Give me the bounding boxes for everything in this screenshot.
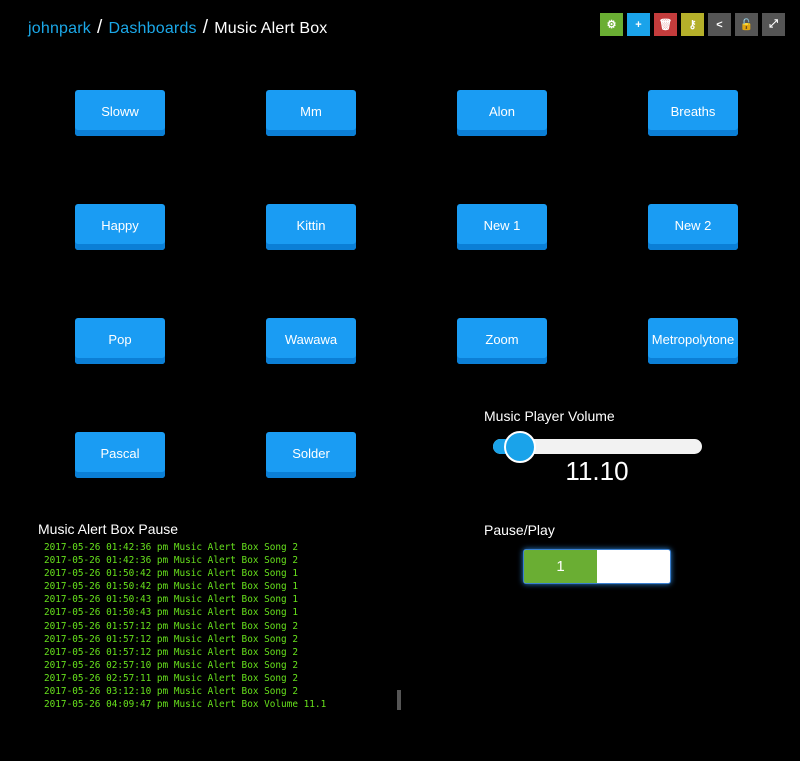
key-button[interactable]: ⚷ [681,13,704,36]
song-button[interactable]: Alon [457,90,547,136]
song-button[interactable]: Solder [266,432,356,478]
log-line: 2017-05-26 01:50:42 pm Music Alert Box S… [44,581,298,593]
log-line: 2017-05-26 01:57:12 pm Music Alert Box S… [44,646,298,658]
toolbar: ⚙ + 🗑 ⚷ < 🔓 ⤢ [600,13,785,36]
song-button[interactable]: Breaths [648,90,738,136]
breadcrumb: johnpark / Dashboards / Music Alert Box [28,17,328,39]
song-button[interactable]: New 2 [648,204,738,250]
unlock-icon: 🔓 [739,19,754,31]
volume-slider[interactable] [493,431,702,463]
song-button[interactable]: Sloww [75,90,165,136]
plus-icon: + [635,18,642,31]
log-line: 2017-05-26 01:50:43 pm Music Alert Box S… [44,607,298,619]
log-title: Music Alert Box Pause [38,521,179,537]
toggle-on-value: 1 [524,550,597,583]
page-title: Music Alert Box [214,20,328,37]
log-line: 2017-05-26 01:50:43 pm Music Alert Box S… [44,594,298,606]
log-line: 2017-05-26 02:57:10 pm Music Alert Box S… [44,659,298,671]
expand-button[interactable]: ⤢ [762,13,785,36]
log-line: 2017-05-26 01:57:12 pm Music Alert Box S… [44,633,298,645]
log-line: 2017-05-26 02:57:11 pm Music Alert Box S… [44,672,298,684]
expand-icon: ⤢ [769,18,778,30]
log-line: 2017-05-26 03:12:10 pm Music Alert Box S… [44,686,298,698]
key-icon: ⚷ [688,19,697,31]
song-button[interactable]: Pascal [75,432,165,478]
log-line: 2017-05-26 01:50:42 pm Music Alert Box S… [44,568,298,580]
volume-title: Music Player Volume [484,408,615,424]
gear-icon: ⚙ [606,19,617,31]
log-stream: 2017-05-26 01:42:36 pm Music Alert Box S… [44,541,394,716]
trash-button[interactable]: 🗑 [654,13,677,36]
song-button[interactable]: Pop [75,318,165,364]
unlock-button[interactable]: 🔓 [735,13,758,36]
gear-button[interactable]: ⚙ [600,13,623,36]
pause-title: Pause/Play [484,522,555,538]
separator: / [96,17,103,38]
log-line: 2017-05-26 01:57:12 pm Music Alert Box S… [44,620,298,632]
log-line: 2017-05-26 01:42:36 pm Music Alert Box S… [44,555,298,567]
song-button[interactable]: Kittin [266,204,356,250]
share-button[interactable]: < [708,13,731,36]
log-line: 2017-05-26 01:42:36 pm Music Alert Box S… [44,542,298,553]
breadcrumb-dashboards[interactable]: Dashboards [108,20,197,37]
breadcrumb-user[interactable]: johnpark [28,20,91,37]
song-button[interactable]: Metropolytone [648,318,738,364]
song-button[interactable]: New 1 [457,204,547,250]
song-button[interactable]: Happy [75,204,165,250]
volume-value: 11.10 [565,456,629,486]
pause-play-toggle[interactable]: 1 [523,549,671,584]
slider-thumb[interactable] [504,431,537,463]
song-button[interactable]: Wawawa [266,318,356,364]
trash-icon: 🗑 [658,19,673,31]
song-button[interactable]: Mm [266,90,356,136]
share-icon: < [716,18,723,31]
log-line: 2017-05-26 04:09:47 pm Music Alert Box V… [44,699,327,711]
separator: / [202,17,209,38]
plus-button[interactable]: + [627,13,650,36]
log-scrollbar[interactable] [397,690,401,710]
song-button[interactable]: Zoom [457,318,547,364]
